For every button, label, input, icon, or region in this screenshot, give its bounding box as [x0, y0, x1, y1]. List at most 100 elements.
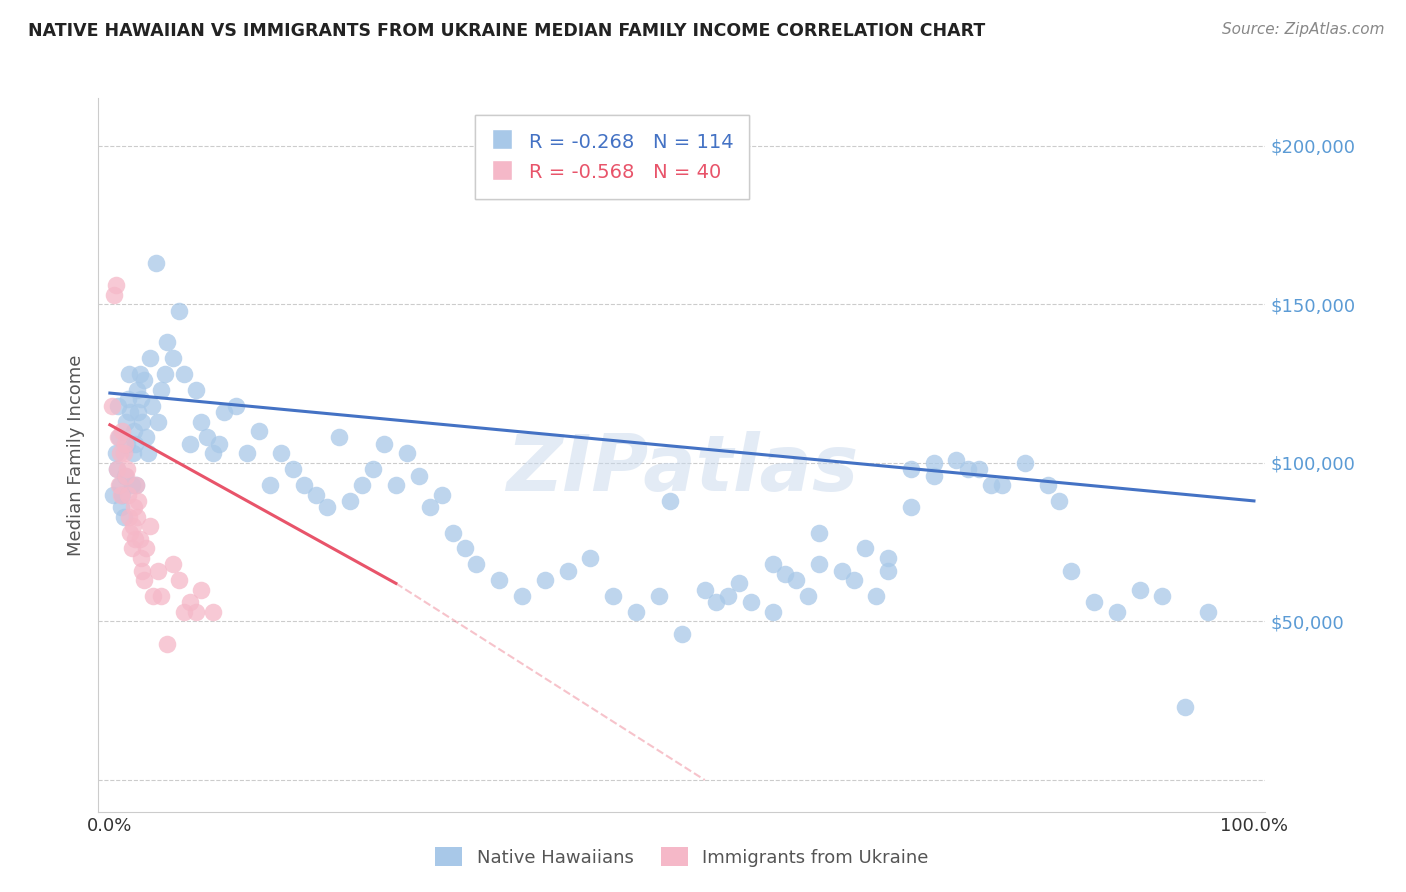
Point — [127, 405, 149, 419]
Point — [808, 525, 831, 540]
Point — [876, 551, 898, 566]
Point — [105, 462, 128, 476]
Point — [292, 478, 315, 492]
Point — [900, 462, 922, 476]
Point — [557, 564, 579, 578]
Point — [129, 551, 152, 566]
Point — [214, 405, 236, 419]
Point — [139, 351, 162, 366]
Point — [1152, 589, 1174, 603]
Point — [104, 446, 127, 460]
Point — [118, 367, 141, 381]
Point — [135, 541, 157, 556]
Point — [115, 468, 138, 483]
Point — [127, 494, 149, 508]
Point — [190, 582, 212, 597]
Point — [533, 573, 555, 587]
Point — [762, 558, 785, 572]
Point — [648, 589, 671, 603]
Point — [1128, 582, 1150, 597]
Point — [167, 573, 190, 587]
Point — [693, 582, 716, 597]
Point — [108, 478, 131, 492]
Point — [162, 351, 184, 366]
Point — [121, 541, 143, 556]
Point — [797, 589, 820, 603]
Legend: Native Hawaiians, Immigrants from Ukraine: Native Hawaiians, Immigrants from Ukrain… — [427, 840, 936, 874]
Point — [361, 462, 384, 476]
Point — [146, 564, 169, 578]
Point — [201, 605, 224, 619]
Point — [236, 446, 259, 460]
Point — [127, 509, 149, 524]
Point — [1060, 564, 1083, 578]
Point — [127, 383, 149, 397]
Point — [842, 573, 865, 587]
Text: NATIVE HAWAIIAN VS IMMIGRANTS FROM UKRAINE MEDIAN FAMILY INCOME CORRELATION CHAR: NATIVE HAWAIIAN VS IMMIGRANTS FROM UKRAI… — [28, 22, 986, 40]
Point — [173, 605, 195, 619]
Point — [104, 278, 127, 293]
Point — [1014, 456, 1036, 470]
Point — [945, 452, 967, 467]
Point — [111, 424, 134, 438]
Point — [876, 564, 898, 578]
Point — [124, 437, 146, 451]
Point — [488, 573, 510, 587]
Point — [142, 589, 165, 603]
Point — [785, 573, 807, 587]
Point — [602, 589, 624, 603]
Point — [120, 525, 142, 540]
Point — [121, 446, 143, 460]
Point — [1174, 700, 1197, 714]
Point — [131, 564, 153, 578]
Point — [111, 487, 134, 501]
Point — [762, 605, 785, 619]
Point — [430, 487, 453, 501]
Point — [184, 383, 207, 397]
Point — [991, 478, 1014, 492]
Point — [112, 509, 135, 524]
Point — [118, 509, 141, 524]
Point — [128, 367, 150, 381]
Point — [108, 430, 131, 444]
Point — [150, 589, 173, 603]
Point — [956, 462, 979, 476]
Point — [114, 437, 136, 451]
Point — [121, 519, 143, 533]
Point — [122, 500, 145, 515]
Point — [150, 383, 173, 397]
Point — [156, 637, 179, 651]
Point — [373, 437, 395, 451]
Y-axis label: Median Family Income: Median Family Income — [66, 354, 84, 556]
Point — [122, 424, 145, 438]
Point — [101, 399, 124, 413]
Point — [281, 462, 304, 476]
Point — [465, 558, 488, 572]
Point — [1197, 605, 1219, 619]
Point — [453, 541, 475, 556]
Point — [156, 335, 179, 350]
Point — [103, 487, 125, 501]
Point — [128, 532, 150, 546]
Point — [162, 558, 184, 572]
Point — [831, 564, 853, 578]
Point — [108, 446, 131, 460]
Point — [110, 500, 132, 515]
Point — [112, 446, 135, 460]
Point — [659, 494, 682, 508]
Point — [717, 589, 740, 603]
Point — [1049, 494, 1071, 508]
Point — [980, 478, 1002, 492]
Point — [131, 415, 153, 429]
Text: ZIPatlas: ZIPatlas — [506, 431, 858, 508]
Point — [179, 437, 201, 451]
Point — [579, 551, 602, 566]
Point — [117, 487, 139, 501]
Point — [408, 468, 430, 483]
Point — [107, 430, 129, 444]
Point — [207, 437, 229, 451]
Point — [1083, 595, 1105, 609]
Point — [121, 478, 143, 492]
Point — [125, 478, 148, 492]
Point — [728, 576, 751, 591]
